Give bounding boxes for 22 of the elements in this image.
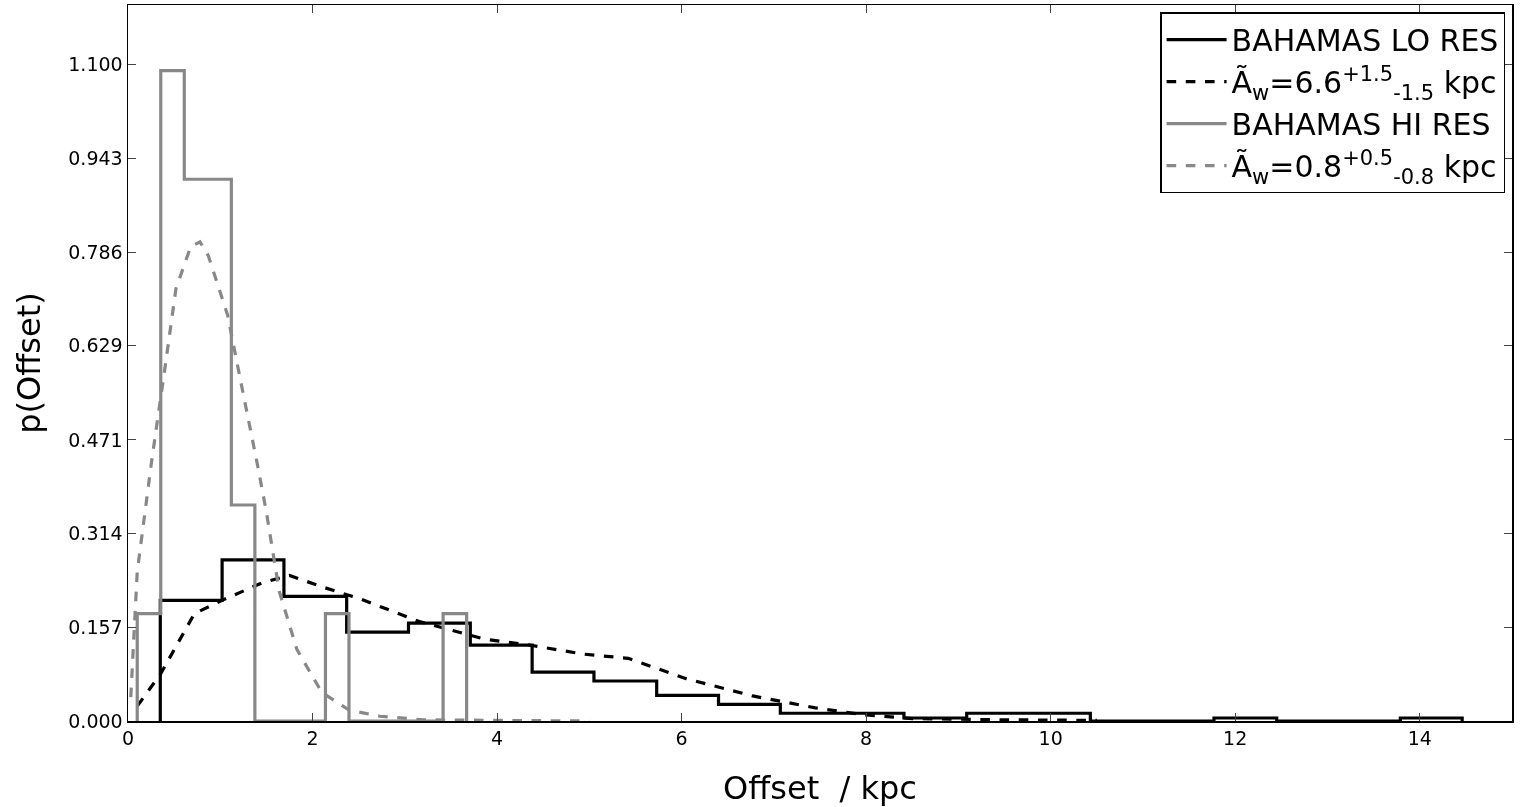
x-tick-label: 8 — [860, 727, 873, 750]
x-tick-label: 2 — [306, 727, 319, 750]
legend-label: BAHAMAS LO RES — [1231, 23, 1499, 59]
y-tick-label: 0.786 — [68, 240, 123, 263]
y-tick-label: 1.100 — [68, 53, 123, 76]
x-tick-label: 4 — [491, 727, 504, 750]
x-tick-label: 14 — [1407, 727, 1432, 750]
y-tick-label: 0.157 — [68, 615, 123, 638]
legend-label: Ã$_{w}$=6.6$^{+1.5}$$_{-1.5}$ kpc — [1231, 61, 1497, 105]
y-tick-label: 0.000 — [68, 709, 123, 732]
x-axis-title: Offset / kpc — [723, 769, 917, 807]
y-tick-label: 0.471 — [68, 428, 123, 451]
y-tick-label: 0.629 — [68, 334, 123, 357]
x-tick-label: 6 — [675, 727, 688, 750]
x-tick-label: 0 — [121, 727, 135, 750]
x-tick-label: 12 — [1223, 727, 1248, 750]
x-tick-label: 10 — [1038, 727, 1063, 750]
legend-label: BAHAMAS HI RES — [1231, 107, 1491, 143]
y-tick-label: 0.943 — [68, 146, 123, 169]
y-tick-label: 0.314 — [68, 522, 123, 545]
y-axis-title: p(Offset) — [9, 292, 48, 434]
legend-label: Ã$_{w}$=0.8$^{+0.5}$$_{-0.8}$ kpc — [1231, 145, 1497, 189]
